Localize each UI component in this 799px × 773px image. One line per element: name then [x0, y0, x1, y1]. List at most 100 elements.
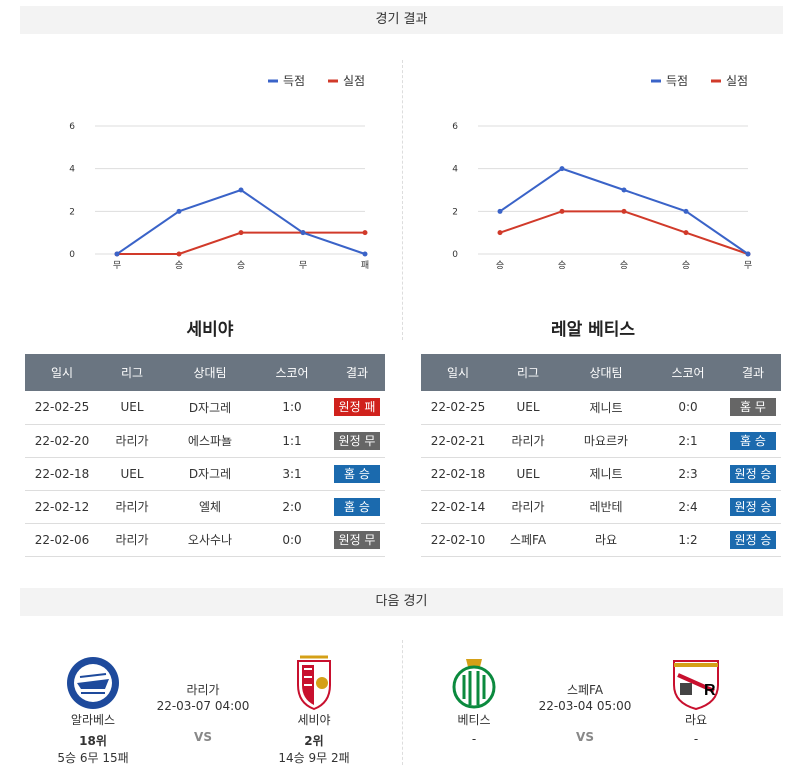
result-cell: 홈 승 [329, 490, 385, 524]
y-tick-label: 2 [69, 207, 75, 217]
data-point-scored [114, 251, 120, 257]
match-datetime: 22-03-07 04:00 [156, 699, 250, 713]
y-tick-label: 0 [452, 250, 458, 260]
result-cell: 홈 승 [329, 457, 385, 491]
match-date: 22-02-25 [25, 391, 99, 425]
result-cell: 홈 승 [725, 424, 781, 458]
opponent-name: 라요 [561, 523, 651, 557]
chart-sevilla-svg: 득점 실점 0 2 4 6 무 승 승 무 패 [69, 74, 369, 271]
match-score: 3:1 [255, 457, 329, 491]
opponent-name: D자그레 [165, 457, 255, 491]
sevilla-crest-icon [284, 655, 344, 711]
team-title-sevilla: 세비야 [186, 320, 234, 340]
x-tick-label: 승 [237, 260, 245, 271]
match-date: 22-02-18 [421, 457, 495, 491]
next-match-1-info: 라리가 22-03-07 04:00 [143, 682, 263, 714]
x-tick-label: 승 [558, 260, 566, 271]
data-point-scored [559, 166, 565, 172]
column-header: 스코어 [255, 354, 329, 391]
data-point-conceded [559, 208, 565, 214]
match-date: 22-02-21 [421, 424, 495, 458]
result-cell: 원정 승 [725, 490, 781, 524]
legend-label: 득점 [283, 74, 305, 88]
match-league: 라리가 [495, 424, 561, 458]
result-cell: 원정 패 [329, 391, 385, 425]
table-row: 22-02-21 라리가 마요르카 2:1 홈 승 [421, 424, 781, 458]
match-league: UEL [495, 391, 561, 425]
opponent-name: 엘체 [165, 490, 255, 524]
column-header: 상대팀 [165, 354, 255, 391]
chart-betis-svg: 득점 실점 0 2 4 6 승 승 승 승 무 [452, 74, 752, 271]
match-league: 라리가 [495, 490, 561, 524]
match-date: 22-02-14 [421, 490, 495, 524]
y-tick-label: 6 [69, 122, 75, 132]
away-team-name: 라요 [684, 713, 708, 727]
x-tick-label: 패 [361, 260, 369, 271]
match-date: 22-02-12 [25, 490, 99, 524]
column-header: 리그 [99, 354, 165, 391]
match-league: 스페FA [566, 683, 604, 697]
result-cell: 홈 무 [725, 391, 781, 425]
alaves-crest-icon [63, 655, 123, 709]
match-league: 라리가 [99, 424, 165, 458]
opponent-name: 제니트 [561, 457, 651, 491]
x-tick-label: 승 [175, 260, 183, 271]
result-badge: 원정 무 [334, 431, 380, 450]
next-match-2-home[interactable]: 베티스 - [419, 655, 529, 746]
column-header: 일시 [25, 354, 99, 391]
table-row: 22-02-18 UEL 제니트 2:3 원정 승 [421, 457, 781, 491]
match-date: 22-02-18 [25, 457, 99, 491]
series-line-scored [116, 188, 366, 255]
match-date: 22-02-20 [25, 424, 99, 458]
result-badge: 원정 승 [730, 497, 776, 516]
home-team-record: 5승 6무 15패 [57, 751, 129, 765]
match-score: 0:0 [651, 391, 725, 425]
x-tick-label: 무 [744, 260, 752, 271]
next-match-2-away[interactable]: R 라요 - [641, 655, 751, 746]
vs-label: VS [194, 730, 212, 744]
table-row: 22-02-18 UEL D자그레 3:1 홈 승 [25, 457, 385, 491]
result-badge: 홈 무 [730, 398, 776, 417]
next-match-1-away[interactable]: 세비야 2위 14승 9무 2패 [259, 655, 369, 766]
data-point-scored [176, 208, 182, 214]
match-score: 0:0 [255, 523, 329, 557]
data-point-scored [300, 230, 306, 236]
opponent-name: 에스파뇰 [165, 424, 255, 458]
results-section-header: 경기 결과 [20, 6, 783, 34]
result-cell: 원정 무 [329, 424, 385, 458]
data-point-conceded [362, 230, 368, 236]
x-tick-label: 승 [496, 260, 504, 271]
opponent-name: 마요르카 [561, 424, 651, 458]
team-title-betis: 레알 베티스 [550, 320, 636, 340]
result-cell: 원정 무 [329, 523, 385, 557]
opponent-name: D자그레 [165, 391, 255, 425]
result-badge: 원정 승 [730, 530, 776, 549]
match-datetime: 22-03-04 05:00 [538, 699, 632, 713]
svg-text:R: R [704, 682, 716, 699]
match-league: 라리가 [99, 523, 165, 557]
rayo-crest-icon: R [666, 655, 726, 711]
column-header: 스코어 [651, 354, 725, 391]
chart-sevilla: 득점 실점 0 2 4 6 무 승 승 무 패 [20, 60, 400, 285]
match-league: 라리가 [99, 490, 165, 524]
result-badge: 홈 승 [334, 497, 380, 516]
match-league: UEL [495, 457, 561, 491]
home-team-name: 베티스 [457, 713, 491, 727]
next-section-header: 다음 경기 [20, 588, 783, 616]
match-league: UEL [99, 391, 165, 425]
y-tick-label: 0 [69, 250, 75, 260]
opponent-name: 레반테 [561, 490, 651, 524]
chart-betis: 득점 실점 0 2 4 6 승 승 승 승 무 [403, 60, 783, 285]
home-team-rank: - [471, 732, 477, 746]
x-tick-label: 승 [620, 260, 628, 271]
column-header: 결과 [329, 354, 385, 391]
vs-label: VS [576, 730, 594, 744]
data-point-scored [621, 187, 627, 193]
table-row: 22-02-25 UEL 제니트 0:0 홈 무 [421, 391, 781, 425]
next-match-1-home[interactable]: 알라베스 18위 5승 6무 15패 [38, 655, 148, 766]
away-team-rank: 2위 [304, 734, 324, 748]
y-tick-label: 2 [452, 207, 458, 217]
opponent-name: 오사수나 [165, 523, 255, 557]
match-score: 2:4 [651, 490, 725, 524]
table-row: 22-02-06 라리가 오사수나 0:0 원정 무 [25, 523, 385, 557]
